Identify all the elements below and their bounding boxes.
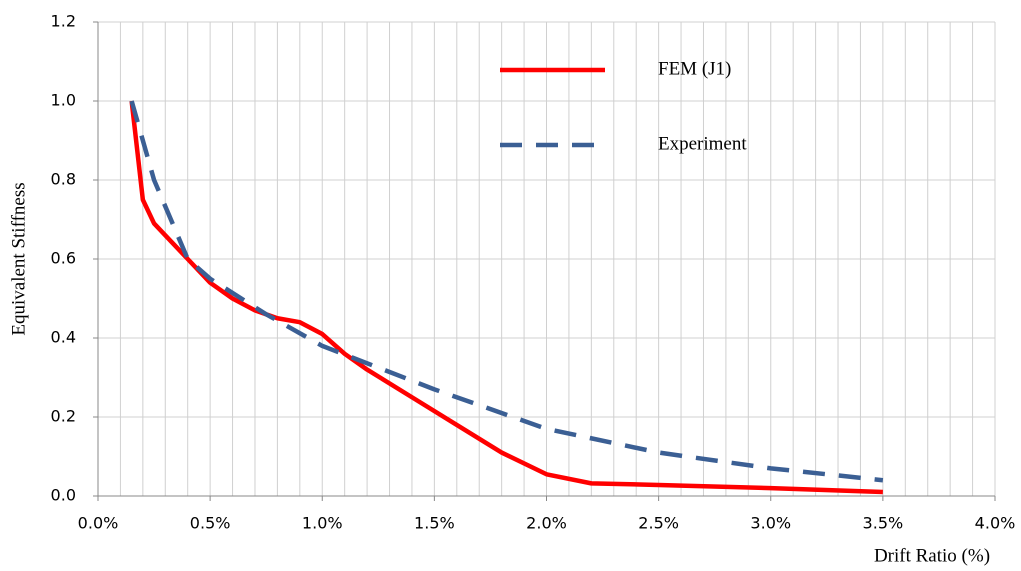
y-tick-label: 1.2 xyxy=(51,12,76,31)
x-tick-label: 1.0% xyxy=(302,514,343,533)
series-line xyxy=(129,100,883,495)
x-axis-label: Drift Ratio (%) xyxy=(874,545,990,566)
y-tick-label: 0.8 xyxy=(51,170,76,189)
series-line xyxy=(129,100,884,483)
y-axis-label: Equivalent Stiffness xyxy=(8,182,29,335)
legend-label: Experiment xyxy=(658,133,747,154)
y-tick-label: 0.6 xyxy=(51,249,76,268)
y-tick-label: 0.2 xyxy=(51,407,76,426)
x-tick-label: 2.0% xyxy=(526,514,567,533)
x-tick-label: 3.5% xyxy=(863,514,904,533)
y-tick-label: 0.0 xyxy=(51,486,76,505)
y-tick-label: 0.4 xyxy=(51,328,76,347)
x-tick-label: 0.0% xyxy=(78,514,119,533)
x-tick-label: 4.0% xyxy=(975,514,1016,533)
y-tick-label: 1.0 xyxy=(51,91,76,110)
x-tick-label: 3.0% xyxy=(750,514,791,533)
x-tick-label: 1.5% xyxy=(414,514,455,533)
x-tick-label: 0.5% xyxy=(190,514,231,533)
legend-label: FEM (J1) xyxy=(658,58,731,79)
x-tick-label: 2.5% xyxy=(638,514,679,533)
